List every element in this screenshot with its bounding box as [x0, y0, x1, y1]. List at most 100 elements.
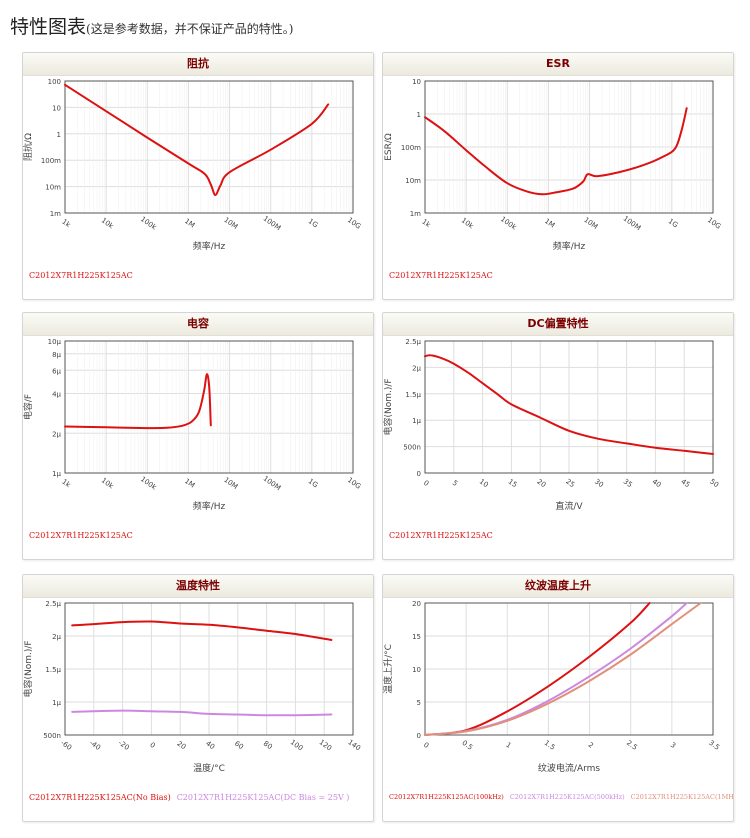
- y-tick-label: 2μ: [52, 633, 61, 641]
- x-tick-label: 80: [262, 740, 274, 752]
- y-tick-label: 2μ: [52, 430, 61, 438]
- page-subtitle: (这是参考数据，并不保证产品的特性。): [86, 22, 294, 36]
- x-tick-label: 10G: [346, 216, 362, 231]
- x-tick-label: 120: [318, 738, 334, 752]
- page-title: 特性图表: [10, 16, 87, 38]
- plot-frame: [64, 80, 354, 214]
- x-tick-label: 0: [422, 479, 430, 488]
- chart-title: 阻抗: [23, 53, 373, 76]
- legend-entry: C2012X7R1H225K125AC(1MHz): [630, 793, 734, 801]
- x-tick-label: 140: [346, 738, 362, 752]
- y-tick-label: 1: [417, 111, 421, 119]
- x-axis-label: 温度/°C: [193, 762, 225, 774]
- legend-entry: C2012X7R1H225K125AC(500kHz): [509, 793, 625, 801]
- x-tick-label: 1M: [183, 217, 196, 230]
- plot-frame: [424, 340, 714, 474]
- x-tick-label: 10G: [706, 216, 722, 231]
- x-tick-label: 15: [507, 478, 519, 490]
- x-axis-label: 频率/Hz: [553, 240, 586, 252]
- temperature-chart: -60 -40 -20 0 20 40 60 80 100 120 140 2.5μ 2μ 1.5μ 1μ 5…: [23, 600, 362, 774]
- esr-chart-panel: ESR 1k 10k 100k 1M 10M 100M 1G 10G 10 1 100m 10m 1m 频…: [382, 52, 734, 300]
- chart-legend: C2012X7R1H225K125AC(No Bias) C2012X7R1H22…: [29, 793, 355, 802]
- x-tick-label: 45: [679, 478, 691, 490]
- x-tick-label: 40: [204, 740, 216, 752]
- temperature-chart-panel: 温度特性 -60 -40 -20 0 20 40 60 80 100 120 140 2.5μ 2μ 1.…: [22, 574, 374, 822]
- x-tick-label: 10M: [222, 476, 239, 491]
- y-tick-label: 100m: [401, 144, 421, 152]
- y-tick-label: 100m: [41, 157, 61, 165]
- legend-entry: C2012X7R1H225K125AC: [29, 271, 133, 280]
- plot-frame: [424, 80, 714, 214]
- y-axis-label: 温度上升/°C: [383, 644, 394, 694]
- x-axis-label: 频率/Hz: [193, 240, 226, 252]
- x-tick-label: 1k: [420, 218, 432, 230]
- page-heading: 特性图表(这是参考数据，并不保证产品的特性。): [10, 12, 293, 39]
- x-tick-label: 35: [622, 478, 634, 490]
- esr-chart: 1k 10k 100k 1M 10M 100M 1G 10G 10 1 100m 10m 1m 频率/Hz…: [384, 78, 722, 252]
- x-tick-label: 2.5: [625, 739, 639, 752]
- y-tick-label: 500n: [403, 444, 421, 452]
- plot-area: [65, 341, 353, 473]
- y-tick-label: 4μ: [52, 391, 61, 399]
- y-tick-label: 10: [52, 104, 61, 112]
- plot-frame: [424, 602, 714, 736]
- y-tick-label: 0: [417, 732, 421, 740]
- x-axis-label: 频率/Hz: [193, 500, 226, 512]
- x-tick-label: 1k: [60, 218, 72, 230]
- legend-entry: C2012X7R1H225K125AC: [29, 531, 133, 540]
- y-tick-label: 1μ: [52, 699, 61, 707]
- plot-area: [65, 81, 353, 213]
- x-tick-label: 0: [422, 741, 430, 750]
- x-tick-label: 10k: [100, 216, 116, 231]
- x-tick-label: 10: [478, 478, 490, 490]
- series-line: [424, 354, 714, 455]
- x-tick-label: 100k: [139, 215, 159, 232]
- ripple-chart: 0 0.5 1 1.5 2 2.5 3 3.5 20 15 10 5 0 纹波电流/Arms 温度上升/°C: [383, 600, 721, 774]
- y-tick-label: 10m: [45, 184, 61, 192]
- x-tick-label: 0: [148, 741, 156, 750]
- y-tick-label: 1μ: [52, 470, 61, 478]
- chart-title: 温度特性: [23, 575, 373, 598]
- y-tick-label: 10m: [405, 177, 421, 185]
- y-axis-label: 电容(Nom.)/F: [23, 640, 34, 697]
- y-tick-label: 0: [417, 470, 421, 478]
- series-line: [71, 620, 333, 641]
- x-tick-label: 60: [233, 740, 245, 752]
- x-tick-label: 10k: [460, 216, 476, 231]
- plot-frame: [64, 602, 354, 736]
- dc-bias-chart: 0 5 10 15 20 25 30 35 40 45 50 2.5μ 2μ 1.5μ 1μ 500n 0 直流/…: [383, 338, 720, 512]
- y-tick-label: 10μ: [48, 338, 62, 346]
- y-tick-label: 10: [412, 78, 421, 86]
- x-tick-label: 1k: [60, 478, 72, 490]
- y-tick-label: 100: [48, 78, 61, 86]
- y-tick-label: 1μ: [412, 417, 421, 425]
- x-tick-label: 3: [669, 741, 677, 750]
- chart-legend: C2012X7R1H225K125AC: [29, 271, 139, 280]
- x-tick-label: 0.5: [460, 739, 474, 752]
- x-tick-label: 100M: [262, 475, 282, 493]
- y-tick-label: 500n: [43, 732, 61, 740]
- x-tick-label: 3.5: [707, 739, 721, 752]
- chart-legend: C2012X7R1H225K125AC(100kHz) C2012X7R1H225…: [389, 793, 734, 801]
- x-tick-label: 10G: [346, 476, 362, 491]
- y-tick-label: 1m: [410, 210, 421, 218]
- x-tick-label: 1: [504, 741, 512, 750]
- chart-legend: C2012X7R1H225K125AC: [389, 531, 499, 540]
- chart-title: DC偏置特性: [383, 313, 733, 336]
- x-tick-label: 2: [587, 741, 595, 750]
- y-tick-label: 2μ: [412, 364, 421, 372]
- series-line: [424, 602, 702, 736]
- x-tick-label: 10k: [100, 476, 116, 491]
- x-tick-label: 1M: [543, 217, 556, 230]
- x-axis-label: 直流/V: [555, 500, 583, 512]
- x-tick-label: 1.5: [543, 739, 557, 752]
- legend-entry: C2012X7R1H225K125AC(No Bias): [29, 793, 171, 802]
- series-line: [64, 373, 212, 430]
- y-tick-label: 6μ: [52, 367, 61, 375]
- y-tick-label: 1: [57, 131, 61, 139]
- dc-bias-chart-panel: DC偏置特性 0 5 10 15 20 25 30 35 40 45 50 2.5μ 2μ 1.5μ 1μ 5…: [382, 312, 734, 560]
- x-tick-label: 100: [289, 738, 305, 752]
- x-tick-label: 30: [593, 478, 605, 490]
- x-tick-label: 10M: [582, 216, 599, 231]
- chart-legend: C2012X7R1H225K125AC: [29, 531, 139, 540]
